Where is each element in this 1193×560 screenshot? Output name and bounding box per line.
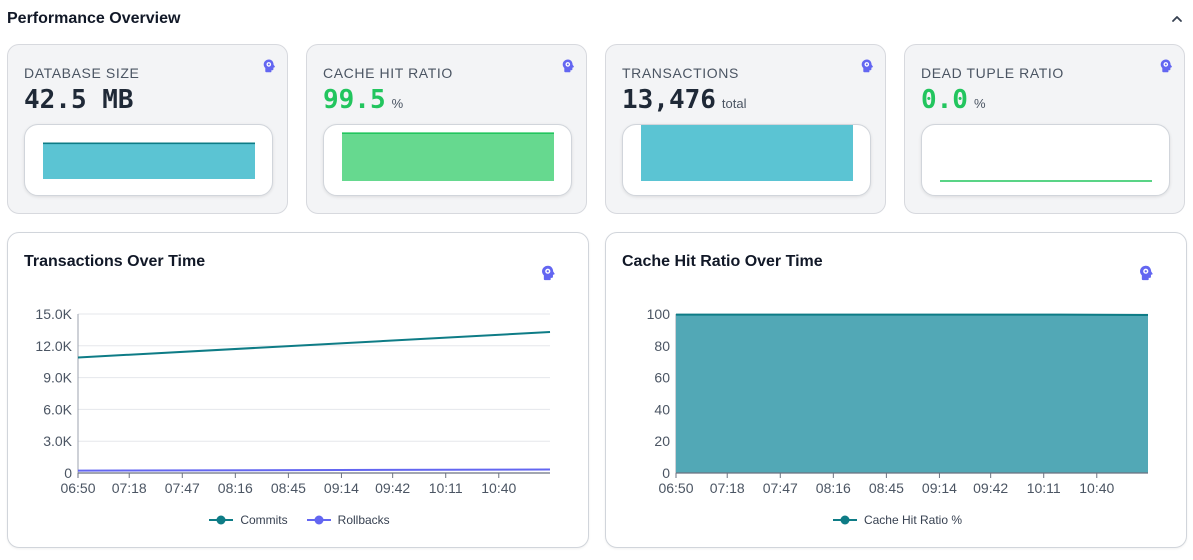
cache-hit-chart-card: Cache Hit Ratio Over Time 0 20 40 60 80 100 06… [605,232,1187,548]
stat-unit: total [721,96,747,111]
transactions-chart: 0 3.0K 6.0K 9.0K 12.0K 15.0K 06:50 07:18 07:47 08… [35,306,551,496]
sparkline [921,124,1170,196]
y-tick-label: 15.0K [35,306,72,322]
y-tick-label: 60 [654,370,670,386]
series-line [77,468,551,472]
ai-brain-icon[interactable] [1158,58,1174,74]
ai-brain-icon[interactable] [560,58,576,74]
legend-label: Rollbacks [337,513,390,527]
x-tick-label: 06:50 [658,480,693,496]
y-tick-label: 0 [64,465,72,481]
y-tick-label: 0 [662,465,670,481]
y-tick-label: 80 [654,338,670,354]
stat-label: TRANSACTIONS [622,65,739,81]
ai-brain-icon[interactable] [859,58,875,74]
chart-legend: Commits Rollbacks [8,513,590,527]
sparkline [622,124,871,196]
section-title: Performance Overview [7,10,181,27]
ai-brain-icon[interactable] [261,58,277,74]
stat-value: 42.5 MB [24,85,134,115]
chart-title: Cache Hit Ratio Over Time [622,253,823,270]
ai-brain-icon[interactable] [1137,264,1155,282]
x-tick-label: 07:18 [710,480,745,496]
x-tick-label: 08:16 [816,480,851,496]
chart-title: Transactions Over Time [24,253,206,270]
stat-label: DEAD TUPLE RATIO [921,65,1064,81]
x-tick-label: 08:45 [869,480,904,496]
y-tick-label: 12.0K [35,338,72,354]
y-tick-label: 6.0K [43,401,72,417]
ai-brain-icon[interactable] [539,264,557,282]
stat-label: CACHE HIT RATIO [323,65,453,81]
stat-unit: % [391,96,404,111]
sparkline-area [641,125,853,181]
stat-unit: % [973,96,986,111]
stat-value: 13,476 [622,85,716,115]
series-area [676,314,1148,473]
x-tick-label: 07:18 [112,480,147,496]
y-tick-label: 20 [654,433,670,449]
stat-label: DATABASE SIZE [24,65,140,81]
cache-hit-chart: 0 20 40 60 80 100 06:50 07:18 07:47 08:16 08:45 09:… [647,306,1149,496]
sparkline [323,124,572,196]
x-tick-label: 07:47 [165,480,200,496]
stat-card-dead-tuple-ratio: DEAD TUPLE RATIO 0.0 % [904,44,1185,214]
series-line [77,331,551,359]
stat-value: 99.5 [323,85,386,115]
sparkline-area [43,143,255,179]
y-tick-label: 3.0K [43,433,72,449]
x-tick-label: 10:11 [429,480,463,496]
stat-value: 0.0 [921,85,968,115]
x-tick-label: 09:42 [375,480,410,496]
y-tick-label: 9.0K [43,370,72,386]
x-tick-label: 10:11 [1027,480,1061,496]
x-tick-label: 09:14 [922,480,957,496]
stat-card-transactions: TRANSACTIONS 13,476 total [605,44,886,214]
y-tick-label: 40 [654,401,670,417]
legend-item-cache-hit-ratio[interactable]: Cache Hit Ratio % [832,513,962,527]
x-tick-label: 07:47 [763,480,798,496]
legend-item-rollbacks[interactable]: Rollbacks [306,513,390,527]
legend-item-commits[interactable]: Commits [208,513,288,527]
x-tick-label: 08:16 [218,480,253,496]
x-tick-label: 08:45 [271,480,306,496]
x-tick-label: 09:42 [973,480,1008,496]
y-tick-label: 100 [647,306,671,322]
chart-legend: Cache Hit Ratio % [606,513,1188,527]
chevron-up-icon[interactable] [1168,10,1186,28]
x-tick-label: 10:40 [1079,480,1114,496]
stat-card-database-size: DATABASE SIZE 42.5 MB [7,44,288,214]
sparkline [24,124,273,196]
legend-label: Commits [240,513,288,527]
x-tick-label: 06:50 [60,480,95,496]
stat-card-cache-hit-ratio: CACHE HIT RATIO 99.5 % [306,44,587,214]
sparkline-area [342,133,554,181]
legend-label: Cache Hit Ratio % [863,513,963,527]
x-tick-label: 09:14 [324,480,359,496]
x-tick-label: 10:40 [481,480,516,496]
transactions-chart-card: Transactions Over Time 0 3.0K 6.0K 9.0K 12.0… [7,232,589,548]
